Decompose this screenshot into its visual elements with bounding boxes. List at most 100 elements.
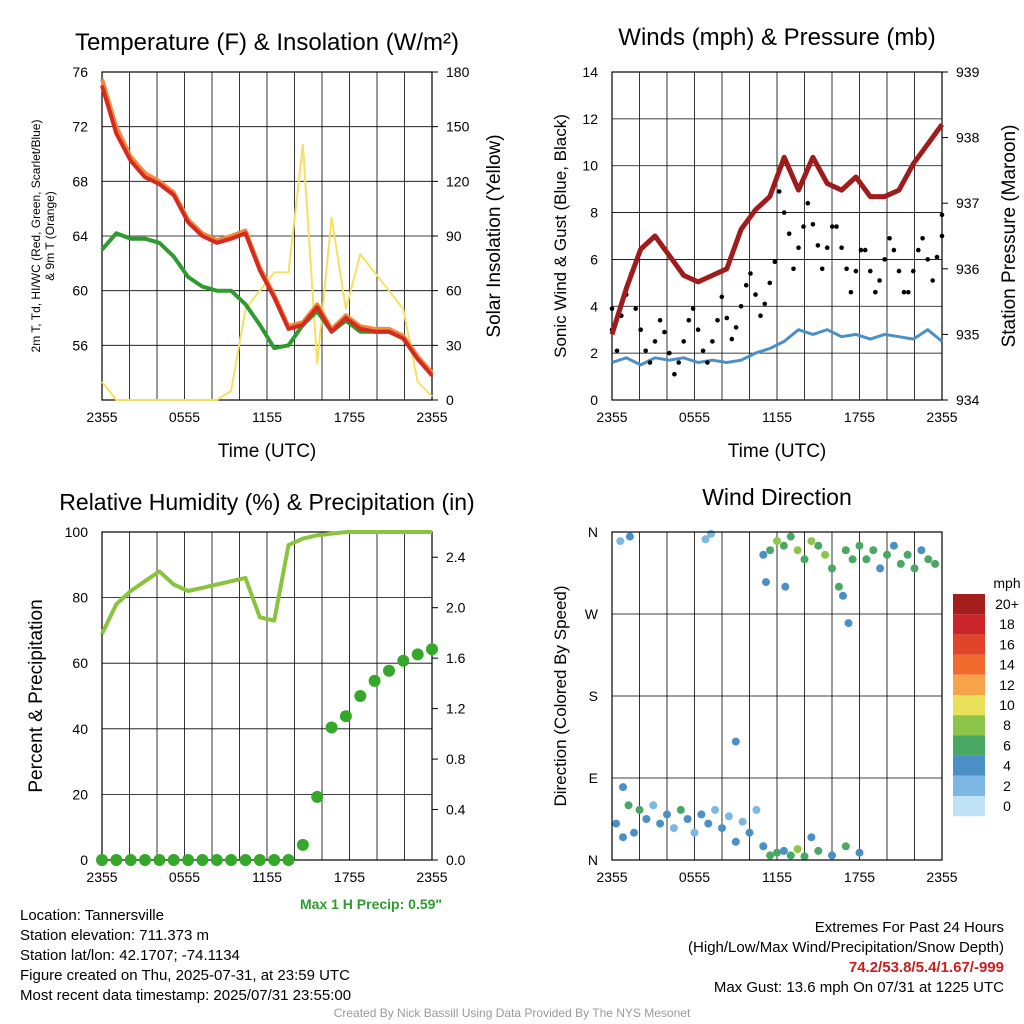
gust-point	[672, 371, 677, 377]
gust-point	[862, 247, 868, 253]
y2-tick-label: 1.2	[446, 701, 466, 717]
x-tick-label: 2355	[596, 869, 627, 885]
direction-point	[924, 555, 933, 564]
direction-point	[896, 559, 905, 568]
gust-point	[705, 360, 710, 365]
x-tick-label: 2355	[596, 409, 627, 425]
humidity-precip-panel: 0 20 40 60 80 100 0.0 0.4 0.8 1.2 1.6 2.0 2.4 2355 055…	[26, 489, 475, 885]
direction-point	[889, 541, 898, 550]
gust-point	[767, 280, 773, 286]
gust-point	[868, 268, 873, 274]
gust-point	[791, 266, 796, 272]
created-label: Figure created on Thu, 2025-07-31, at 23…	[20, 967, 350, 984]
direction-point	[800, 852, 809, 861]
y2-tick-label: 938	[956, 130, 980, 146]
direction-point	[635, 805, 644, 814]
gust-point	[916, 247, 921, 253]
direction-point	[656, 819, 665, 828]
gust-point	[887, 236, 892, 241]
precip-point	[239, 854, 252, 866]
direction-point	[855, 541, 864, 550]
precip-point	[282, 854, 295, 866]
direction-point	[616, 537, 625, 546]
precip-point	[96, 854, 108, 866]
legend-swatch	[953, 796, 985, 817]
x-tick-label: 2355	[416, 409, 447, 425]
gust-point	[733, 325, 739, 330]
gust-point	[681, 339, 686, 344]
direction-point	[862, 555, 871, 564]
y-tick-label: 4	[590, 298, 598, 314]
y2-tick-label: 90	[446, 228, 462, 244]
gust-point	[762, 301, 768, 307]
gust-point	[700, 348, 706, 354]
y-tick-label: 8	[590, 205, 598, 221]
panel-title: Wind Direction	[702, 484, 852, 510]
y-tick-label: N	[588, 852, 598, 868]
x-tick-label: 1155	[252, 409, 282, 425]
y-tick-label: W	[585, 606, 599, 622]
plot-frame	[611, 531, 943, 861]
gust-point	[657, 318, 663, 323]
legend-swatch	[953, 695, 985, 716]
direction-point	[619, 783, 627, 792]
precip-point	[167, 854, 180, 866]
y-axis-label: 2m T, Td, HI/WC (Red, Green, Scarlet/Blu…	[29, 120, 43, 353]
station-info: Location: Tannersville Station elevation…	[20, 906, 351, 1006]
latlon-label: Station lat/lon: 42.1707; -74.1134	[20, 947, 240, 964]
precip-point	[182, 854, 195, 866]
precip-point	[196, 854, 209, 866]
legend-label: 12	[999, 677, 1015, 693]
gust-point	[662, 329, 667, 335]
legend-label: 0	[1003, 798, 1011, 814]
direction-point	[697, 810, 706, 819]
direction-point	[762, 578, 770, 587]
y-tick-label: 100	[65, 524, 89, 540]
direction-point	[793, 845, 802, 854]
direction-point	[779, 846, 788, 855]
gust-point	[829, 224, 835, 229]
gust-point	[652, 339, 658, 344]
gust-point	[930, 278, 935, 283]
direction-point	[704, 819, 713, 828]
gust-point	[715, 318, 720, 323]
panel-title: Relative Humidity (%) & Precipitation (i…	[59, 489, 474, 515]
gust-point	[647, 360, 653, 365]
y-tick-label: N	[588, 524, 598, 540]
legend-label: 14	[999, 657, 1015, 673]
direction-point	[814, 846, 823, 855]
y-tick-label: 60	[72, 655, 88, 671]
y-tick-label: E	[589, 770, 598, 786]
direction-point	[711, 805, 720, 814]
direction-point	[663, 810, 671, 819]
series-line-pressure	[609, 123, 945, 336]
direction-point	[917, 546, 926, 555]
y2-tick-label: 0.0	[446, 852, 466, 868]
direction-point	[814, 541, 823, 550]
y-tick-label: 6	[590, 251, 598, 267]
y-tick-label: 2	[590, 345, 598, 361]
y-tick-label: S	[589, 688, 598, 704]
direction-point	[903, 550, 912, 559]
direction-point	[724, 812, 733, 821]
precip-point	[397, 654, 410, 667]
gust-point	[858, 247, 864, 253]
x-tick-label: 2355	[86, 409, 117, 425]
direction-point	[834, 582, 843, 591]
gust-point	[695, 327, 701, 333]
speed-legend: mph 20+ 18 16 14 12 10 8 6 4 2 0	[953, 575, 1021, 817]
y2-tick-label: 120	[446, 173, 470, 189]
direction-point	[855, 848, 864, 857]
recent-label: Most recent data timestamp: 2025/07/31 2…	[20, 987, 352, 1004]
direction-point	[701, 535, 710, 544]
legend-label: 8	[1003, 717, 1011, 733]
x-tick-label: 0555	[169, 409, 200, 425]
y-tick-label: 56	[72, 337, 88, 353]
precip-point	[210, 854, 223, 866]
legend-swatch	[953, 735, 985, 756]
direction-point	[619, 833, 627, 842]
y-tick-label: 0	[80, 852, 88, 868]
y-tick-label: 20	[72, 786, 88, 802]
gust-point	[819, 266, 825, 272]
